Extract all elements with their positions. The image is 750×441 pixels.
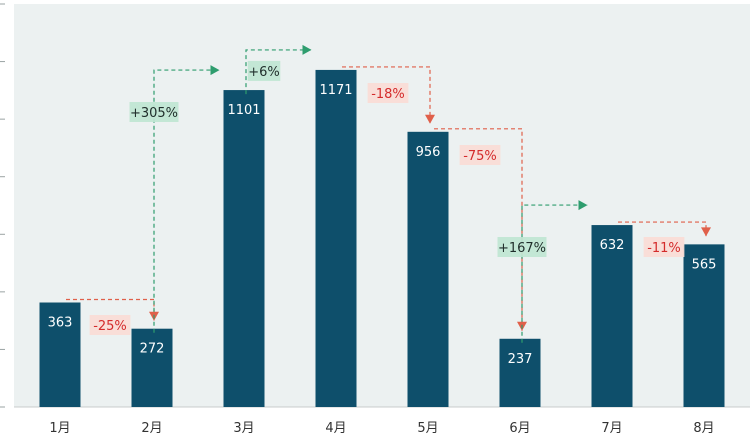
value-label-4: 1171 bbox=[319, 83, 352, 98]
change-label-5: -75% bbox=[463, 149, 497, 164]
value-label-2: 272 bbox=[140, 342, 165, 357]
value-label-7: 632 bbox=[600, 238, 625, 253]
connector-arrow-4 bbox=[425, 114, 435, 124]
value-label-1: 363 bbox=[48, 316, 73, 331]
change-label-box-6 bbox=[497, 237, 547, 257]
change-label-4: -18% bbox=[371, 87, 405, 102]
change-label-box-2 bbox=[129, 102, 179, 122]
x-label-1: 1月 bbox=[49, 421, 70, 436]
y-axis-ticks bbox=[0, 3, 5, 408]
value-label-8: 565 bbox=[692, 257, 717, 272]
value-label-3: 1101 bbox=[227, 103, 260, 118]
change-label-box-5 bbox=[459, 145, 501, 165]
connector-2 bbox=[153, 69, 220, 333]
change-label-box-4 bbox=[367, 83, 409, 103]
bar-7 bbox=[591, 225, 633, 407]
connector-arrow-3 bbox=[302, 44, 312, 55]
x-label-8: 8月 bbox=[693, 421, 714, 436]
change-label-7: -11% bbox=[647, 241, 681, 256]
change-label-2: +305% bbox=[130, 106, 178, 121]
x-label-3: 3月 bbox=[233, 421, 254, 436]
x-label-4: 4月 bbox=[325, 421, 346, 436]
x-label-6: 6月 bbox=[509, 421, 530, 436]
value-labels: 363 272 1101 1171 956 237 632 565 bbox=[48, 83, 717, 367]
bar-3 bbox=[223, 90, 265, 408]
bar-1 bbox=[39, 302, 81, 407]
bar-4 bbox=[315, 69, 357, 408]
value-label-5: 956 bbox=[416, 145, 441, 160]
bar-5 bbox=[407, 131, 449, 407]
connector-4 bbox=[342, 66, 431, 124]
connector-5 bbox=[434, 128, 523, 331]
plot-background bbox=[14, 4, 750, 407]
bar-2 bbox=[131, 328, 173, 407]
change-label-box-7 bbox=[643, 237, 685, 257]
change-connectors bbox=[66, 44, 711, 343]
change-label-6: +167% bbox=[498, 241, 546, 256]
change-label-box-1 bbox=[89, 315, 131, 335]
connector-arrow-6 bbox=[578, 200, 588, 211]
x-label-2: 2月 bbox=[141, 421, 162, 436]
bar-6 bbox=[499, 338, 541, 407]
x-label-7: 7月 bbox=[601, 421, 622, 436]
change-label-3: +6% bbox=[248, 65, 280, 80]
connector-7 bbox=[618, 221, 707, 237]
connector-1 bbox=[66, 298, 155, 321]
connector-arrow-2 bbox=[210, 65, 220, 76]
connector-6 bbox=[521, 204, 588, 343]
bars bbox=[39, 69, 725, 408]
value-label-6: 237 bbox=[508, 352, 533, 367]
change-label-box-3 bbox=[247, 60, 281, 81]
connector-3 bbox=[245, 49, 312, 95]
bar-8 bbox=[683, 244, 725, 407]
change-label-1: -25% bbox=[93, 319, 127, 334]
x-label-5: 5月 bbox=[417, 421, 438, 436]
connector-arrow-7 bbox=[701, 227, 711, 237]
x-axis-labels: 1月 2月 3月 4月 5月 6月 7月 8月 bbox=[49, 421, 714, 436]
change-labels: -25% +305% +6% -18% -75% +167% -11% bbox=[89, 60, 685, 335]
